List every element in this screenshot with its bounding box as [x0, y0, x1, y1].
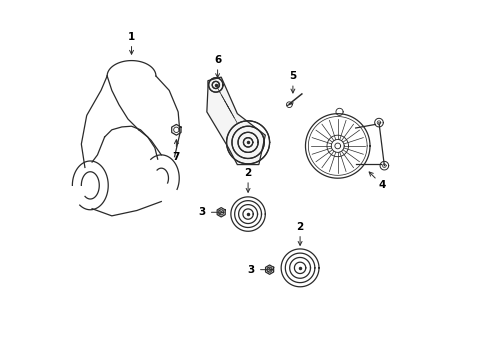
Text: 1: 1 — [128, 32, 135, 41]
Text: 2: 2 — [296, 222, 303, 231]
Text: 6: 6 — [214, 55, 221, 65]
Polygon shape — [206, 77, 265, 165]
Text: 2: 2 — [244, 168, 251, 178]
Text: 7: 7 — [172, 152, 180, 162]
Text: 3: 3 — [198, 207, 204, 217]
Text: 3: 3 — [246, 265, 254, 275]
Text: 5: 5 — [289, 71, 296, 81]
Text: 4: 4 — [378, 180, 385, 190]
